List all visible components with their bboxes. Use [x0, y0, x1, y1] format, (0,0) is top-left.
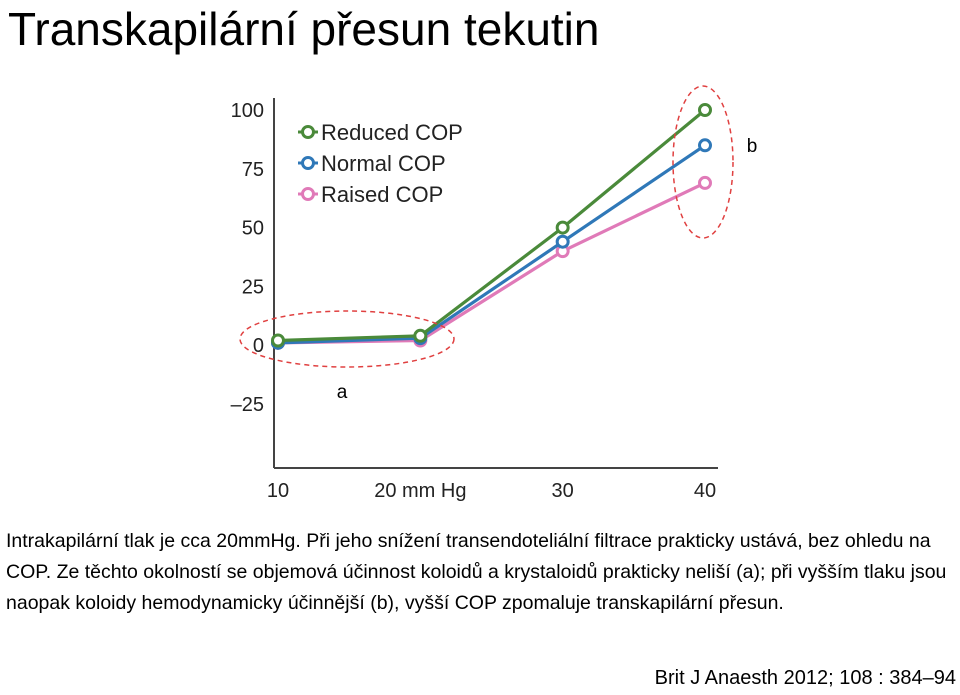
y-tick-label: –25: [231, 394, 264, 416]
data-point: [555, 234, 570, 249]
x-tick-label: 10: [267, 480, 289, 502]
legend-swatch-marker: [301, 156, 315, 170]
series-reduced-cop: [271, 103, 712, 348]
data-point: [555, 220, 570, 235]
legend-entry: Raised COP: [298, 182, 443, 207]
x-tick-label: 30: [552, 480, 574, 502]
series-line: [277, 143, 706, 345]
slide-title: Transkapilární přesun tekutin: [8, 3, 600, 55]
y-tick-label: 50: [242, 218, 264, 240]
x-tick-label: 20 mm Hg: [374, 480, 466, 502]
legend-entry: Normal COP: [298, 151, 446, 176]
citation: Brit J Anaesth 2012; 108 : 384–94: [654, 667, 956, 689]
caption-paragraph: Intrakapilární tlak je cca 20mmHg. Při j…: [6, 530, 947, 614]
data-point: [698, 103, 712, 117]
y-tick-label: 25: [242, 276, 264, 298]
data-point: [698, 138, 712, 153]
legend-entry: Reduced COP: [298, 120, 463, 145]
legend-label: Raised COP: [321, 182, 443, 207]
annotation-ellipse-b: [672, 85, 734, 239]
legend-label: Reduced COP: [321, 120, 463, 145]
annotation-ellipse-a: [239, 310, 455, 368]
data-point: [698, 175, 712, 190]
legend-swatch-marker: [301, 187, 315, 201]
series-line: [277, 108, 707, 343]
legend-label: Normal COP: [321, 151, 446, 176]
x-tick-label: 40: [694, 480, 716, 502]
annotation-label-a: a: [337, 382, 348, 403]
cop-line-chart: 100 75 50 25 0 –25 10 20 mm Hg 30 40 Reduced COP N…: [231, 85, 758, 502]
legend-swatch-marker: [301, 125, 315, 139]
annotation-label-b: b: [747, 136, 758, 157]
y-tick-label: 75: [242, 159, 264, 181]
data-point: [413, 328, 428, 343]
y-tick-label: 100: [231, 100, 264, 122]
data-point: [271, 333, 285, 348]
y-tick-label: 0: [253, 335, 264, 357]
slide-caption: Intrakapilární tlak je cca 20mmHg. Při j…: [6, 526, 956, 619]
